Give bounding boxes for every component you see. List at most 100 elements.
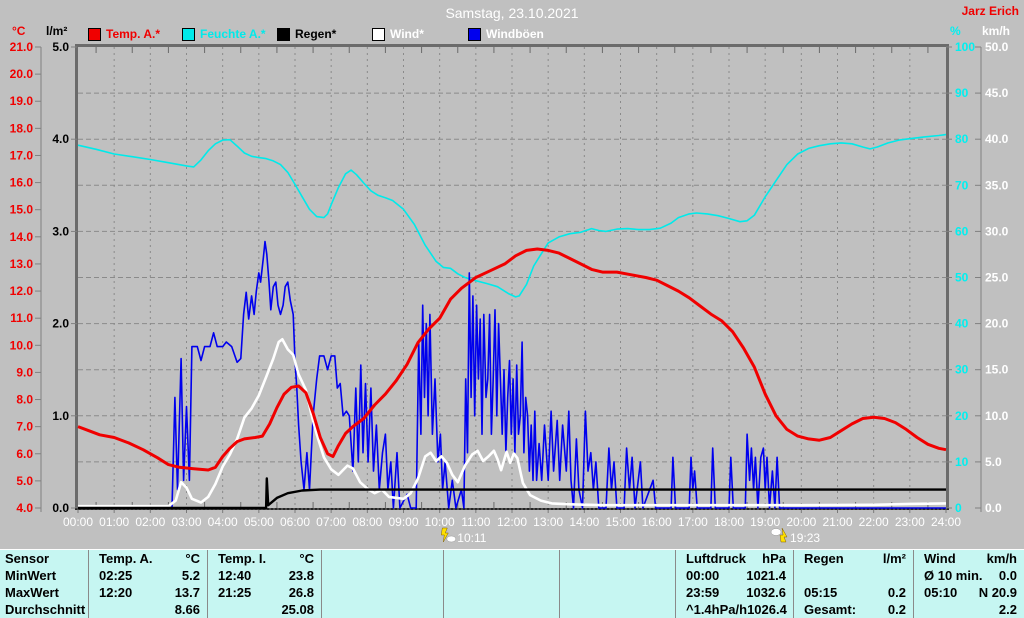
x-axis-time-label: 00:00 — [63, 515, 93, 529]
cell-value — [552, 567, 559, 584]
cell-value: 0.2 — [887, 585, 906, 600]
table-row-labels-column: Sensor MinWert MaxWert Durchschnitt — [0, 550, 88, 618]
wind-curve — [78, 337, 947, 508]
sensor-value-row — [444, 567, 559, 584]
sensor-value-row: Ø 10 min. 0.0 — [914, 567, 1024, 584]
rain-tick-label: 4.0 — [52, 132, 69, 146]
temp-tick-label: 5.0 — [16, 474, 33, 488]
x-axis-time-label: 07:00 — [316, 515, 346, 529]
temp-tick-label: 20.0 — [10, 67, 34, 81]
sensor-value-row: 05:10 N 20.9 — [914, 584, 1024, 601]
x-axis-time-label: 05:00 — [244, 515, 274, 529]
cell-label: Regen — [804, 551, 844, 566]
windb-en-curve — [78, 240, 946, 509]
cell-label: 23:59 — [686, 585, 720, 600]
legend-label: Temp. A.* — [106, 27, 161, 41]
cloud-icon — [770, 528, 782, 536]
humidity-tick-label: 10 — [955, 455, 969, 469]
cell-label: 21:25 — [218, 585, 252, 600]
legend-label: Wind* — [390, 27, 424, 41]
sensor-value-row: Gesamt: 0.2 — [794, 601, 913, 618]
temp-tick-label: 11.0 — [10, 311, 33, 325]
humidity-tick-label: 60 — [955, 224, 969, 238]
cell-value: 26.8 — [288, 585, 314, 600]
humidity-tick-label: 70 — [955, 178, 969, 192]
sensor-header-row — [444, 550, 559, 567]
sensor-header-row: Temp. A. °C — [89, 550, 207, 567]
sensor-value-row: 2.2 — [914, 601, 1024, 618]
x-axis-time-label: 09:00 — [388, 515, 418, 529]
row-label: Durchschnitt — [5, 602, 86, 617]
temp-tick-label: 10.0 — [10, 338, 34, 352]
legend-swatch-icon — [277, 27, 290, 41]
sensor-value-row: 23:59 1032.6 — [676, 584, 793, 601]
row-label: Sensor — [5, 551, 50, 566]
cell-value: 5.2 — [181, 568, 200, 583]
cell-label: Gesamt: — [804, 602, 857, 617]
sensor-value-row: 00:00 1021.4 — [676, 567, 793, 584]
legend-label: Feuchte A.* — [200, 27, 266, 41]
cell-value: 2.2 — [998, 602, 1017, 617]
x-axis-time-label: 03:00 — [171, 515, 201, 529]
row-label: MinWert — [5, 568, 57, 583]
humidity-tick-label: 20 — [955, 409, 969, 423]
cell-value — [552, 550, 559, 567]
cell-label — [208, 601, 218, 618]
cell-label — [89, 601, 99, 618]
cell-label: 02:25 — [99, 568, 133, 583]
statistics-table: Sensor MinWert MaxWert Durchschnitt Temp. A.… — [0, 549, 1024, 618]
x-axis-time-label: 17:00 — [678, 515, 708, 529]
x-axis-time-label: 24:00 — [931, 515, 961, 529]
temp-a--curve — [77, 247, 947, 472]
cell-label — [914, 601, 924, 618]
cell-label — [322, 567, 332, 584]
cell-value: hPa — [762, 551, 786, 566]
x-axis-time-label: 19:00 — [750, 515, 780, 529]
x-axis-time-label: 15:00 — [605, 515, 635, 529]
cell-value: N 20.9 — [978, 585, 1017, 600]
chart-date-title: Samstag, 23.10.2021 — [445, 5, 579, 21]
cell-label: 00:00 — [686, 568, 720, 583]
cell-value: 1026.4 — [747, 602, 787, 617]
humidity-tick-label: 40 — [955, 317, 969, 331]
wind-tick-label: 35.0 — [985, 178, 1009, 192]
cell-label — [322, 601, 332, 618]
x-axis-time-label: 06:00 — [280, 515, 310, 529]
cell-value — [436, 601, 443, 618]
humidity-tick-label: 30 — [955, 363, 969, 377]
wind-tick-label: 15.0 — [985, 363, 1009, 377]
wind-tick-label: 50.0 — [985, 40, 1009, 54]
wind-tick-label: 0.0 — [985, 501, 1002, 515]
regen-curve — [78, 477, 946, 510]
temp-tick-label: 8.0 — [16, 393, 33, 407]
humidity-tick-label: 50 — [955, 271, 969, 285]
cell-label: Ø 10 min. — [924, 568, 983, 583]
rain-tick-label: 2.0 — [52, 317, 69, 331]
weather-day-chart: 4.0 5.0 6.0 7.0 8.0 9.0 10.0 11.0 12.0 13.0 14.0 15… — [10, 40, 1009, 545]
sensor-value-row: 21:25 26.8 — [208, 584, 321, 601]
temp-tick-label: 7.0 — [16, 420, 33, 434]
cell-value — [906, 567, 913, 584]
sensor-header-row — [322, 550, 443, 567]
legend-item-0: Temp. A.* — [88, 27, 160, 41]
wind-tick-label: 30.0 — [985, 224, 1009, 238]
cell-label: 05:10 — [924, 585, 958, 600]
legend-label: Regen* — [295, 27, 337, 41]
cell-label — [444, 584, 454, 601]
temp-tick-label: 6.0 — [16, 447, 33, 461]
legend-swatch-icon — [372, 27, 385, 41]
x-axis-time-label: 12:00 — [497, 515, 527, 529]
cell-value: 0.2 — [887, 602, 906, 617]
feuchte-a--curve — [77, 133, 947, 298]
table-sensor-group-empty-2 — [321, 550, 443, 618]
cell-label: 12:20 — [99, 585, 133, 600]
sensor-value-row — [322, 601, 443, 618]
temp-axis-unit: °C — [12, 24, 26, 38]
x-axis-time-label: 13:00 — [533, 515, 563, 529]
rain-axis-unit: l/m² — [46, 24, 68, 38]
sensor-value-row: 25.08 — [208, 601, 321, 618]
cell-value: 25.08 — [281, 602, 314, 617]
rain-tick-label: 5.0 — [52, 40, 69, 54]
cell-value — [436, 567, 443, 584]
temp-tick-label: 9.0 — [16, 365, 33, 379]
